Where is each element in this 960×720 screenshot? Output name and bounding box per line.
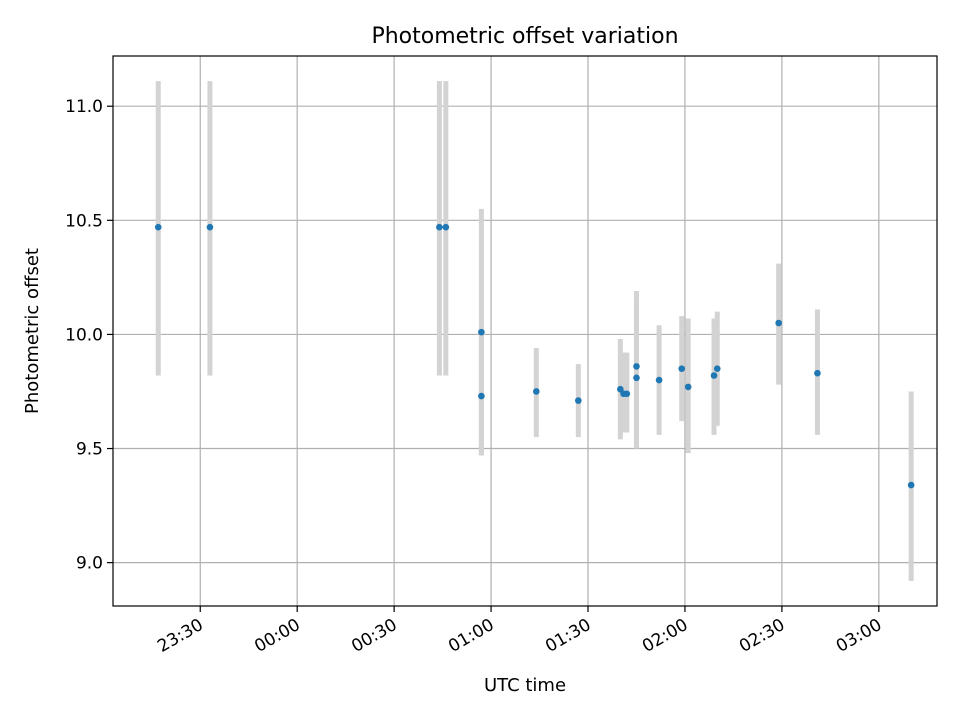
- data-point: [684, 383, 692, 391]
- data-point: [617, 385, 624, 393]
- data-point: [436, 223, 443, 231]
- data-point: [154, 223, 162, 231]
- data-point: [710, 372, 718, 379]
- data-point: [678, 365, 686, 372]
- data-point: [442, 223, 450, 231]
- y-tick-label: 10.5: [65, 211, 103, 231]
- plot-frame: [112, 55, 938, 607]
- data-point: [533, 388, 540, 395]
- x-axis-label: UTC time: [484, 675, 566, 696]
- data-point: [814, 369, 821, 377]
- data-point: [206, 223, 214, 231]
- data-point: [623, 390, 631, 398]
- data-point-layer: [154, 223, 915, 489]
- y-tick-label: 11.0: [65, 97, 103, 117]
- y-tick-label: 10.0: [65, 325, 103, 345]
- grid-layer: [113, 56, 937, 606]
- y-axis-label: Photometric offset: [22, 248, 43, 414]
- chart-title: Photometric offset variation: [371, 24, 678, 49]
- data-point: [575, 397, 582, 404]
- data-point: [907, 481, 915, 489]
- data-point: [478, 392, 485, 400]
- data-point: [478, 328, 485, 336]
- data-point: [655, 376, 663, 384]
- data-point: [713, 365, 721, 372]
- data-point: [633, 374, 640, 382]
- data-point: [633, 363, 640, 370]
- y-tick-label: 9.5: [76, 440, 103, 460]
- data-point: [775, 319, 782, 327]
- y-tick-label: 9.0: [76, 554, 103, 574]
